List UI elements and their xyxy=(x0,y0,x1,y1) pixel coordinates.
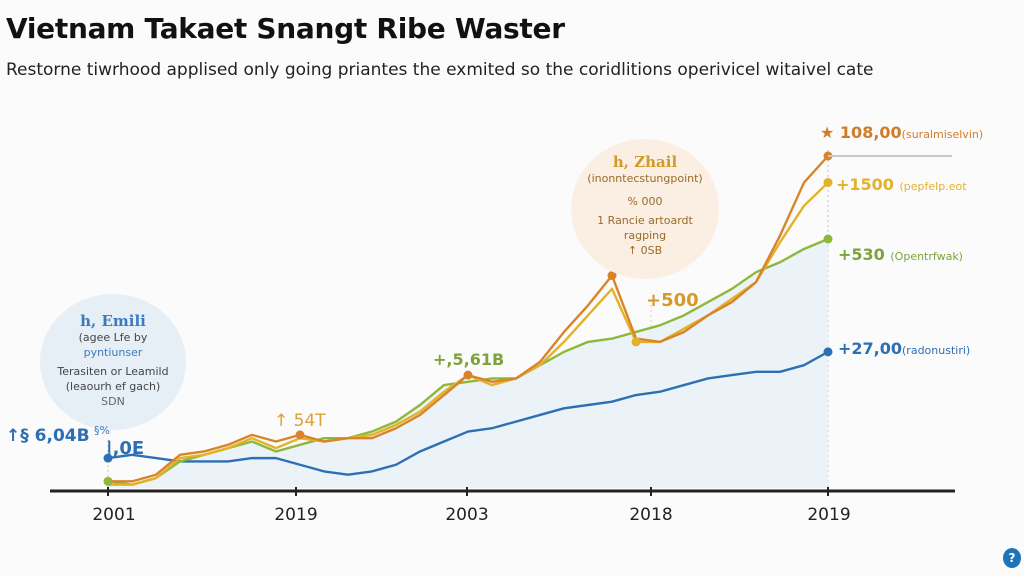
data-point-yellow xyxy=(631,337,641,347)
data-point-orange xyxy=(295,430,305,440)
annotation-10e: |,0E xyxy=(106,438,145,459)
right-callout-line: ragping xyxy=(623,229,667,242)
annotation-2700: +27,00(radonustiri) xyxy=(838,339,970,358)
annotation-note: (pepfelp.eot xyxy=(899,180,967,193)
annotation-108: ★ 108,00(suralmiselvin) xyxy=(820,123,983,142)
data-point-green xyxy=(103,476,113,486)
left-callout-bubble: h, Emili (agee Lfe by pyntiunser Terasit… xyxy=(40,294,186,430)
area-fill xyxy=(108,239,828,488)
annotation-604: ↑§ 6,04B xyxy=(6,426,90,446)
help-icon[interactable]: ? xyxy=(1003,548,1021,568)
annotation-note: (suralmiselvin) xyxy=(901,128,984,141)
annotation-561: +,5,61B xyxy=(433,350,505,369)
x-tick-label: 2019 xyxy=(807,505,851,525)
right-callout-line: % 000 xyxy=(627,195,663,208)
x-tick-label: 2019 xyxy=(274,505,318,525)
data-point-orange xyxy=(463,370,473,380)
right-callout-line: 1 Rancie artoardt xyxy=(597,214,693,227)
annotation-value: +27,00 xyxy=(838,339,903,358)
right-callout-head: h, Zhail xyxy=(612,153,678,171)
data-point-yellow xyxy=(823,178,833,188)
series-line-blue xyxy=(107,350,829,476)
right-callout-line: (inonntecstungpoint) xyxy=(587,172,703,185)
annotation-500: +500 xyxy=(646,290,699,311)
left-callout-line: SDN xyxy=(101,395,125,408)
chart-title: Vietnam Takaet Snangt Ribe Waster xyxy=(6,12,565,45)
left-callout-line: pyntiunser xyxy=(83,346,143,359)
annotation-value: +1500 xyxy=(836,175,894,194)
chart-subtitle: Restorne tiwrhood applised only going pr… xyxy=(6,60,874,80)
annotation-530: +530 (Opentrfwak) xyxy=(838,245,963,264)
star-icon: ★ xyxy=(820,123,835,142)
data-point-green xyxy=(823,234,833,244)
left-callout-line: (agee Lfe by xyxy=(78,331,148,344)
annotation-value: +530 xyxy=(838,245,885,264)
left-callout-symbol: §% xyxy=(94,424,110,437)
annotation-1500: +1500 (pepfelp.eot xyxy=(836,175,967,194)
annotation-value: 108,00 xyxy=(839,123,902,142)
right-callout-line: ↑ 0SB xyxy=(627,244,663,257)
annotation-54t: ↑ 54T xyxy=(274,411,326,431)
x-tick-label: 2003 xyxy=(445,505,489,525)
data-point-blue xyxy=(823,347,833,357)
left-callout-line: Terasiten or Leamild xyxy=(57,365,169,378)
right-callout-bubble: h, Zhail (inonntecstungpoint) % 000 1 Ra… xyxy=(571,139,719,279)
annotation-note: (radonustiri) xyxy=(902,344,971,357)
x-tick-label: 2018 xyxy=(629,505,673,525)
data-point-blue xyxy=(103,453,113,463)
left-callout-head: h, Emili xyxy=(80,312,146,330)
left-callout-line: (leaourh ef gach) xyxy=(65,380,161,393)
annotation-note: (Opentrfwak) xyxy=(890,250,963,263)
data-point-orange xyxy=(607,271,617,281)
x-tick-label: 2001 xyxy=(92,505,136,525)
